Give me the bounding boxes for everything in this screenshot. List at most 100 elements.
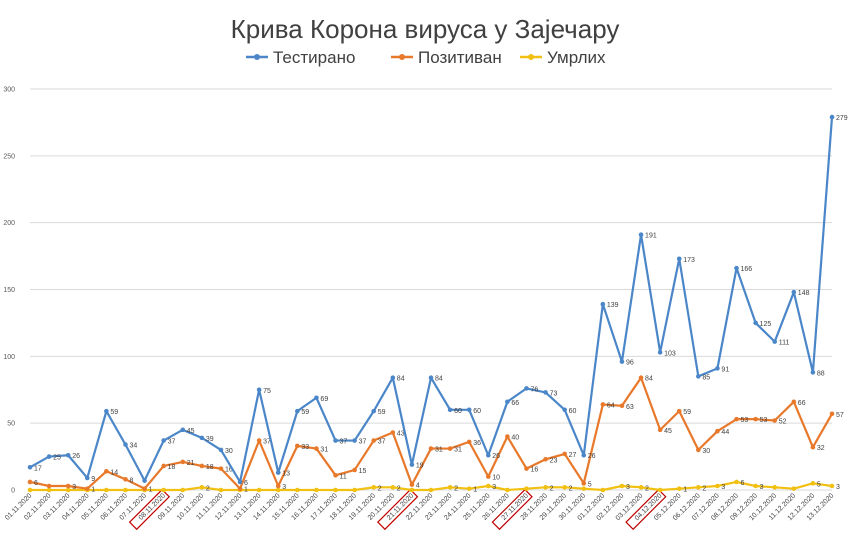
data-point [46,487,52,493]
data-label: 66 [511,400,519,407]
data-point [619,403,625,409]
data-label: 26 [588,453,596,460]
data-point [657,487,663,493]
data-point [619,483,625,489]
data-label: 2 [206,485,210,492]
data-point [84,486,90,491]
data-label: 85 [702,374,710,381]
x-axis: 01.11.202002.11.202003.11.202004.11.2020… [4,488,835,531]
data-point [753,320,758,326]
data-point [734,416,739,422]
data-point [619,359,625,364]
data-point [505,434,510,439]
x-tick-highlight-box [625,488,667,531]
data-point [161,438,166,443]
data-point [638,375,644,381]
data-label: 31 [435,447,443,454]
data-label: 60 [569,408,577,415]
data-label: 15 [359,468,367,475]
data-point [715,366,720,371]
data-label: 1 [683,487,687,494]
data-point [84,475,90,481]
x-tick-highlight-box [128,488,171,531]
data-point [27,464,33,470]
data-label: 2 [454,485,458,492]
data-point [562,485,567,490]
data-label: 1 [244,487,248,494]
data-point [142,478,147,483]
data-label: 37 [168,439,176,446]
data-label: 2 [550,485,554,492]
data-point [142,486,147,491]
data-point [65,487,71,493]
data-point [390,430,396,435]
data-label: 59 [683,409,691,416]
data-label: 43 [397,431,405,438]
data-label: 16 [530,467,538,474]
data-point [466,486,472,491]
data-point [409,487,415,493]
data-point [696,485,701,490]
data-label: 44 [721,429,729,436]
data-point [256,487,262,493]
data-point [352,487,357,493]
data-point [543,390,548,395]
data-label: 26 [72,453,80,460]
data-label: 60 [473,408,481,415]
data-point [123,442,128,447]
data-label: 60 [454,408,462,415]
data-label: 3 [72,484,76,491]
data-point [180,459,186,465]
data-label: 6 [741,480,745,487]
data-point [333,487,338,493]
y-tick-label: 200 [3,220,15,227]
data-point [696,447,701,453]
data-point [314,487,319,493]
data-point [199,435,205,441]
legend-label: Позитиван [418,48,502,67]
data-label: 27 [569,452,577,459]
data-point [333,438,338,443]
data-point [199,463,205,469]
data-point [485,452,491,458]
y-tick-label: 0 [11,488,15,495]
data-point [123,487,128,493]
data-point [715,483,720,489]
data-point [810,444,816,450]
data-point [638,232,644,237]
data-point [104,487,109,493]
data-label: 2 [569,485,573,492]
data-point [256,438,262,443]
data-label: 84 [397,376,405,383]
data-label: 9 [91,476,95,483]
data-point [447,446,453,451]
data-label: 59 [110,409,118,416]
data-point [295,443,300,449]
data-point [180,427,186,433]
data-point [275,470,281,475]
data-point [524,486,529,491]
data-label: 23 [550,457,558,464]
data-label: 18 [168,464,176,471]
data-point [27,487,33,493]
data-point [104,408,109,414]
data-label: 45 [187,428,195,435]
data-point [676,256,682,262]
data-point [65,452,71,458]
data-point [466,439,472,445]
data-point [829,114,835,120]
data-label: 59 [378,409,386,416]
data-point [485,474,491,479]
data-label: 25 [53,455,61,462]
data-label: 2 [397,485,401,492]
data-point [409,462,415,467]
legend-label: Умрлих [547,48,606,67]
data-label: 13 [282,471,290,478]
data-label: 52 [779,418,787,425]
data-point [46,483,52,489]
data-label: 17 [34,465,42,472]
data-label: 26 [492,453,500,460]
data-label: 18 [206,464,214,471]
data-point [256,387,262,393]
